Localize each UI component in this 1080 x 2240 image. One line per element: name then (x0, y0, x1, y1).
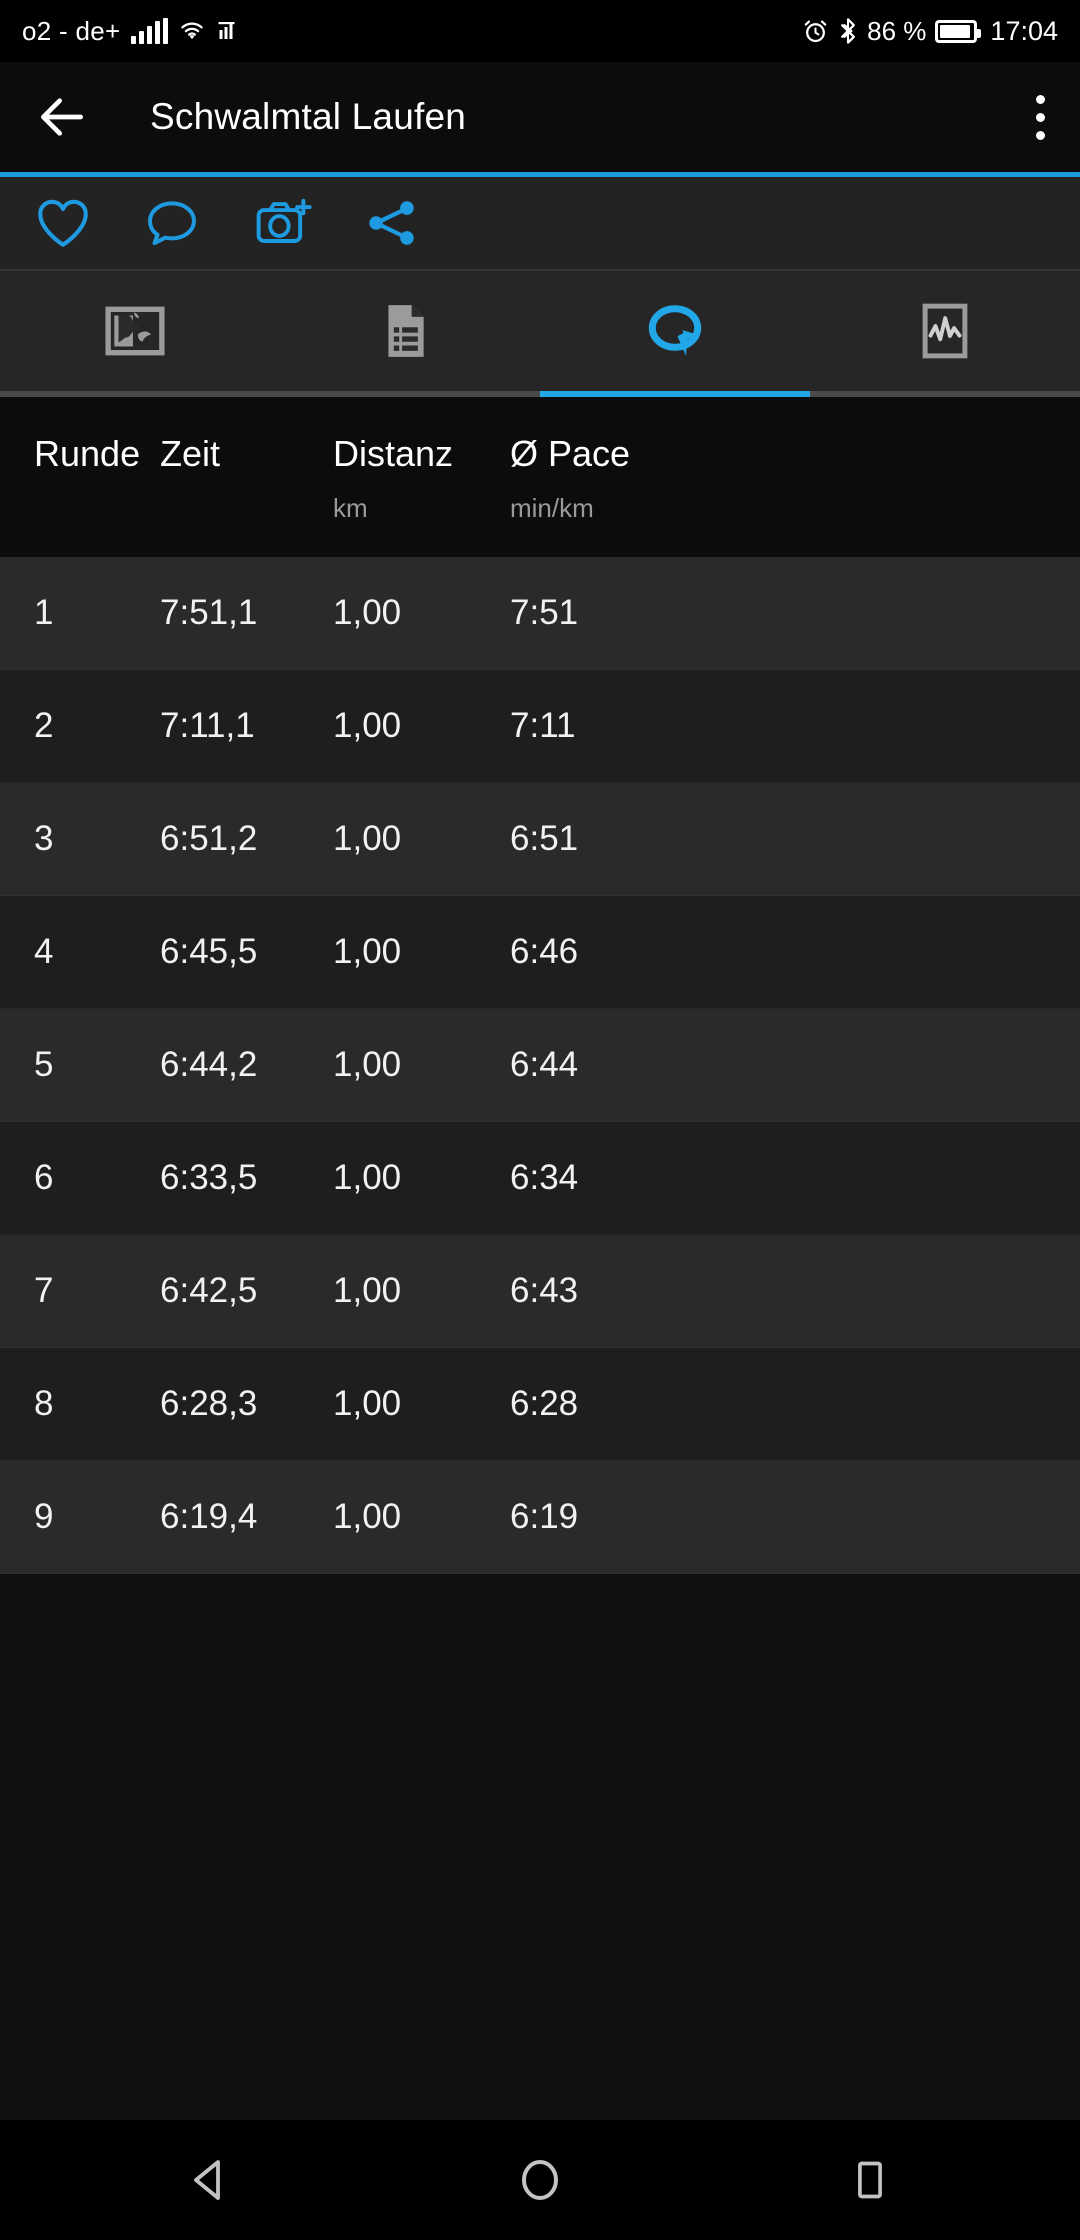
table-row[interactable]: 1 7:51,1 1,00 7:51 (0, 557, 1080, 670)
distance-value: 1,00 (333, 1497, 402, 1536)
system-nav-bar (0, 2120, 1080, 2240)
signal-bars-icon (130, 18, 168, 44)
lap-value: 7 (34, 1271, 54, 1310)
battery-percent-label: 86 % (867, 15, 927, 46)
nav-back-button[interactable] (165, 2135, 255, 2225)
accent-divider (0, 172, 1080, 177)
lap-value: 3 (34, 819, 54, 858)
table-row[interactable]: 4 6:45,5 1,00 6:46 (0, 896, 1080, 1009)
signal-secondary-icon (218, 22, 235, 39)
like-button[interactable] (34, 196, 144, 250)
nav-home-button[interactable] (495, 2135, 585, 2225)
bluetooth-icon (841, 18, 856, 44)
pace-value: 6:19 (510, 1497, 579, 1536)
tab-indicator-track (0, 391, 1080, 397)
time-value: 6:28,3 (160, 1384, 258, 1423)
map-icon (105, 306, 165, 356)
comment-bubble-icon (148, 201, 196, 246)
heart-icon (38, 199, 88, 247)
table-row[interactable]: 2 7:11,1 1,00 7:11 (0, 670, 1080, 783)
social-action-bar (0, 177, 1080, 269)
tab-charts[interactable] (810, 271, 1080, 391)
column-unit-pace: min/km (510, 493, 594, 523)
share-button[interactable] (364, 197, 474, 249)
back-arrow-icon[interactable] (34, 89, 90, 145)
alarm-icon (804, 19, 827, 42)
tab-laps[interactable] (540, 271, 810, 391)
distance-value: 1,00 (333, 819, 402, 858)
pace-value: 7:51 (510, 593, 579, 632)
pace-value: 6:51 (510, 819, 579, 858)
pace-value: 6:43 (510, 1271, 579, 1310)
tab-indicator-2-active (540, 391, 810, 397)
lap-value: 9 (34, 1497, 54, 1536)
pace-value: 7:11 (510, 706, 576, 745)
pace-value: 6:34 (510, 1158, 579, 1197)
lap-value: 8 (34, 1384, 54, 1423)
status-bar-left: o2 - de+ (22, 16, 241, 47)
distance-value: 1,00 (333, 1045, 402, 1084)
table-row[interactable]: 8 6:28,3 1,00 6:28 (0, 1348, 1080, 1461)
triangle-back-icon (194, 2160, 220, 2200)
add-photo-button[interactable] (254, 196, 364, 250)
status-bar-right: 86 % 17:04 (802, 16, 1058, 47)
app-bar: Schwalmtal Laufen (0, 62, 1080, 172)
document-list-icon (388, 305, 424, 357)
pace-value: 6:44 (510, 1045, 579, 1084)
distance-value: 1,00 (333, 932, 402, 971)
table-row[interactable]: 3 6:51,2 1,00 6:51 (0, 783, 1080, 896)
time-value: 6:33,5 (160, 1158, 258, 1197)
time-value: 6:42,5 (160, 1271, 258, 1310)
tab-map[interactable] (0, 271, 270, 391)
action-bar-divider (0, 269, 1080, 271)
share-icon (369, 201, 414, 245)
distance-value: 1,00 (333, 1384, 402, 1423)
time-value: 6:19,4 (160, 1497, 258, 1536)
time-value: 6:51,2 (160, 819, 258, 858)
lap-value: 1 (34, 593, 54, 632)
lap-loop-icon (648, 305, 702, 357)
table-header: Runde Zeit Distanz km Ø Pace min/km (0, 397, 1080, 557)
battery-icon (935, 19, 982, 43)
table-row[interactable]: 6 6:33,5 1,00 6:34 (0, 1122, 1080, 1235)
lap-value: 2 (34, 706, 54, 745)
lap-value: 5 (34, 1045, 54, 1084)
column-unit-distance: km (333, 493, 368, 523)
page-title: Schwalmtal Laufen (150, 96, 467, 137)
kebab-menu-icon[interactable] (1034, 94, 1046, 140)
pace-value: 6:46 (510, 932, 579, 971)
clock-label: 17:04 (990, 15, 1058, 46)
lap-value: 4 (34, 932, 54, 971)
column-header-distance: Distanz (333, 433, 454, 474)
distance-value: 1,00 (333, 1271, 402, 1310)
circle-home-icon (522, 2160, 558, 2200)
camera-plus-icon (256, 198, 312, 243)
lap-table-body: 1 7:51,1 1,00 7:51 2 7:11,1 1,00 7:11 3 6:51,2 1,0… (0, 557, 1080, 1574)
time-value: 6:44,2 (160, 1045, 258, 1084)
status-bar: o2 - de+ (0, 0, 1080, 62)
time-value: 7:11,1 (160, 706, 255, 745)
carrier-label: o2 - de+ (22, 15, 121, 46)
wifi-icon (180, 22, 203, 40)
tab-bar (0, 271, 1080, 391)
column-header-pace: Ø Pace (510, 433, 631, 474)
time-value: 7:51,1 (160, 593, 258, 632)
pace-value: 6:28 (510, 1384, 579, 1423)
column-header-time: Zeit (160, 433, 221, 474)
square-recents-icon (858, 2161, 882, 2199)
comment-button[interactable] (144, 196, 254, 250)
table-row[interactable]: 5 6:44,2 1,00 6:44 (0, 1009, 1080, 1122)
distance-value: 1,00 (333, 706, 402, 745)
graph-icon (922, 303, 968, 359)
distance-value: 1,00 (333, 1158, 402, 1197)
nav-recents-button[interactable] (825, 2135, 915, 2225)
tab-details[interactable] (270, 271, 540, 391)
table-row[interactable]: 9 6:19,4 1,00 6:19 (0, 1461, 1080, 1574)
time-value: 6:45,5 (160, 932, 258, 971)
table-row[interactable]: 7 6:42,5 1,00 6:43 (0, 1235, 1080, 1348)
distance-value: 1,00 (333, 593, 402, 632)
column-header-lap: Runde (34, 433, 141, 474)
lap-value: 6 (34, 1158, 54, 1197)
